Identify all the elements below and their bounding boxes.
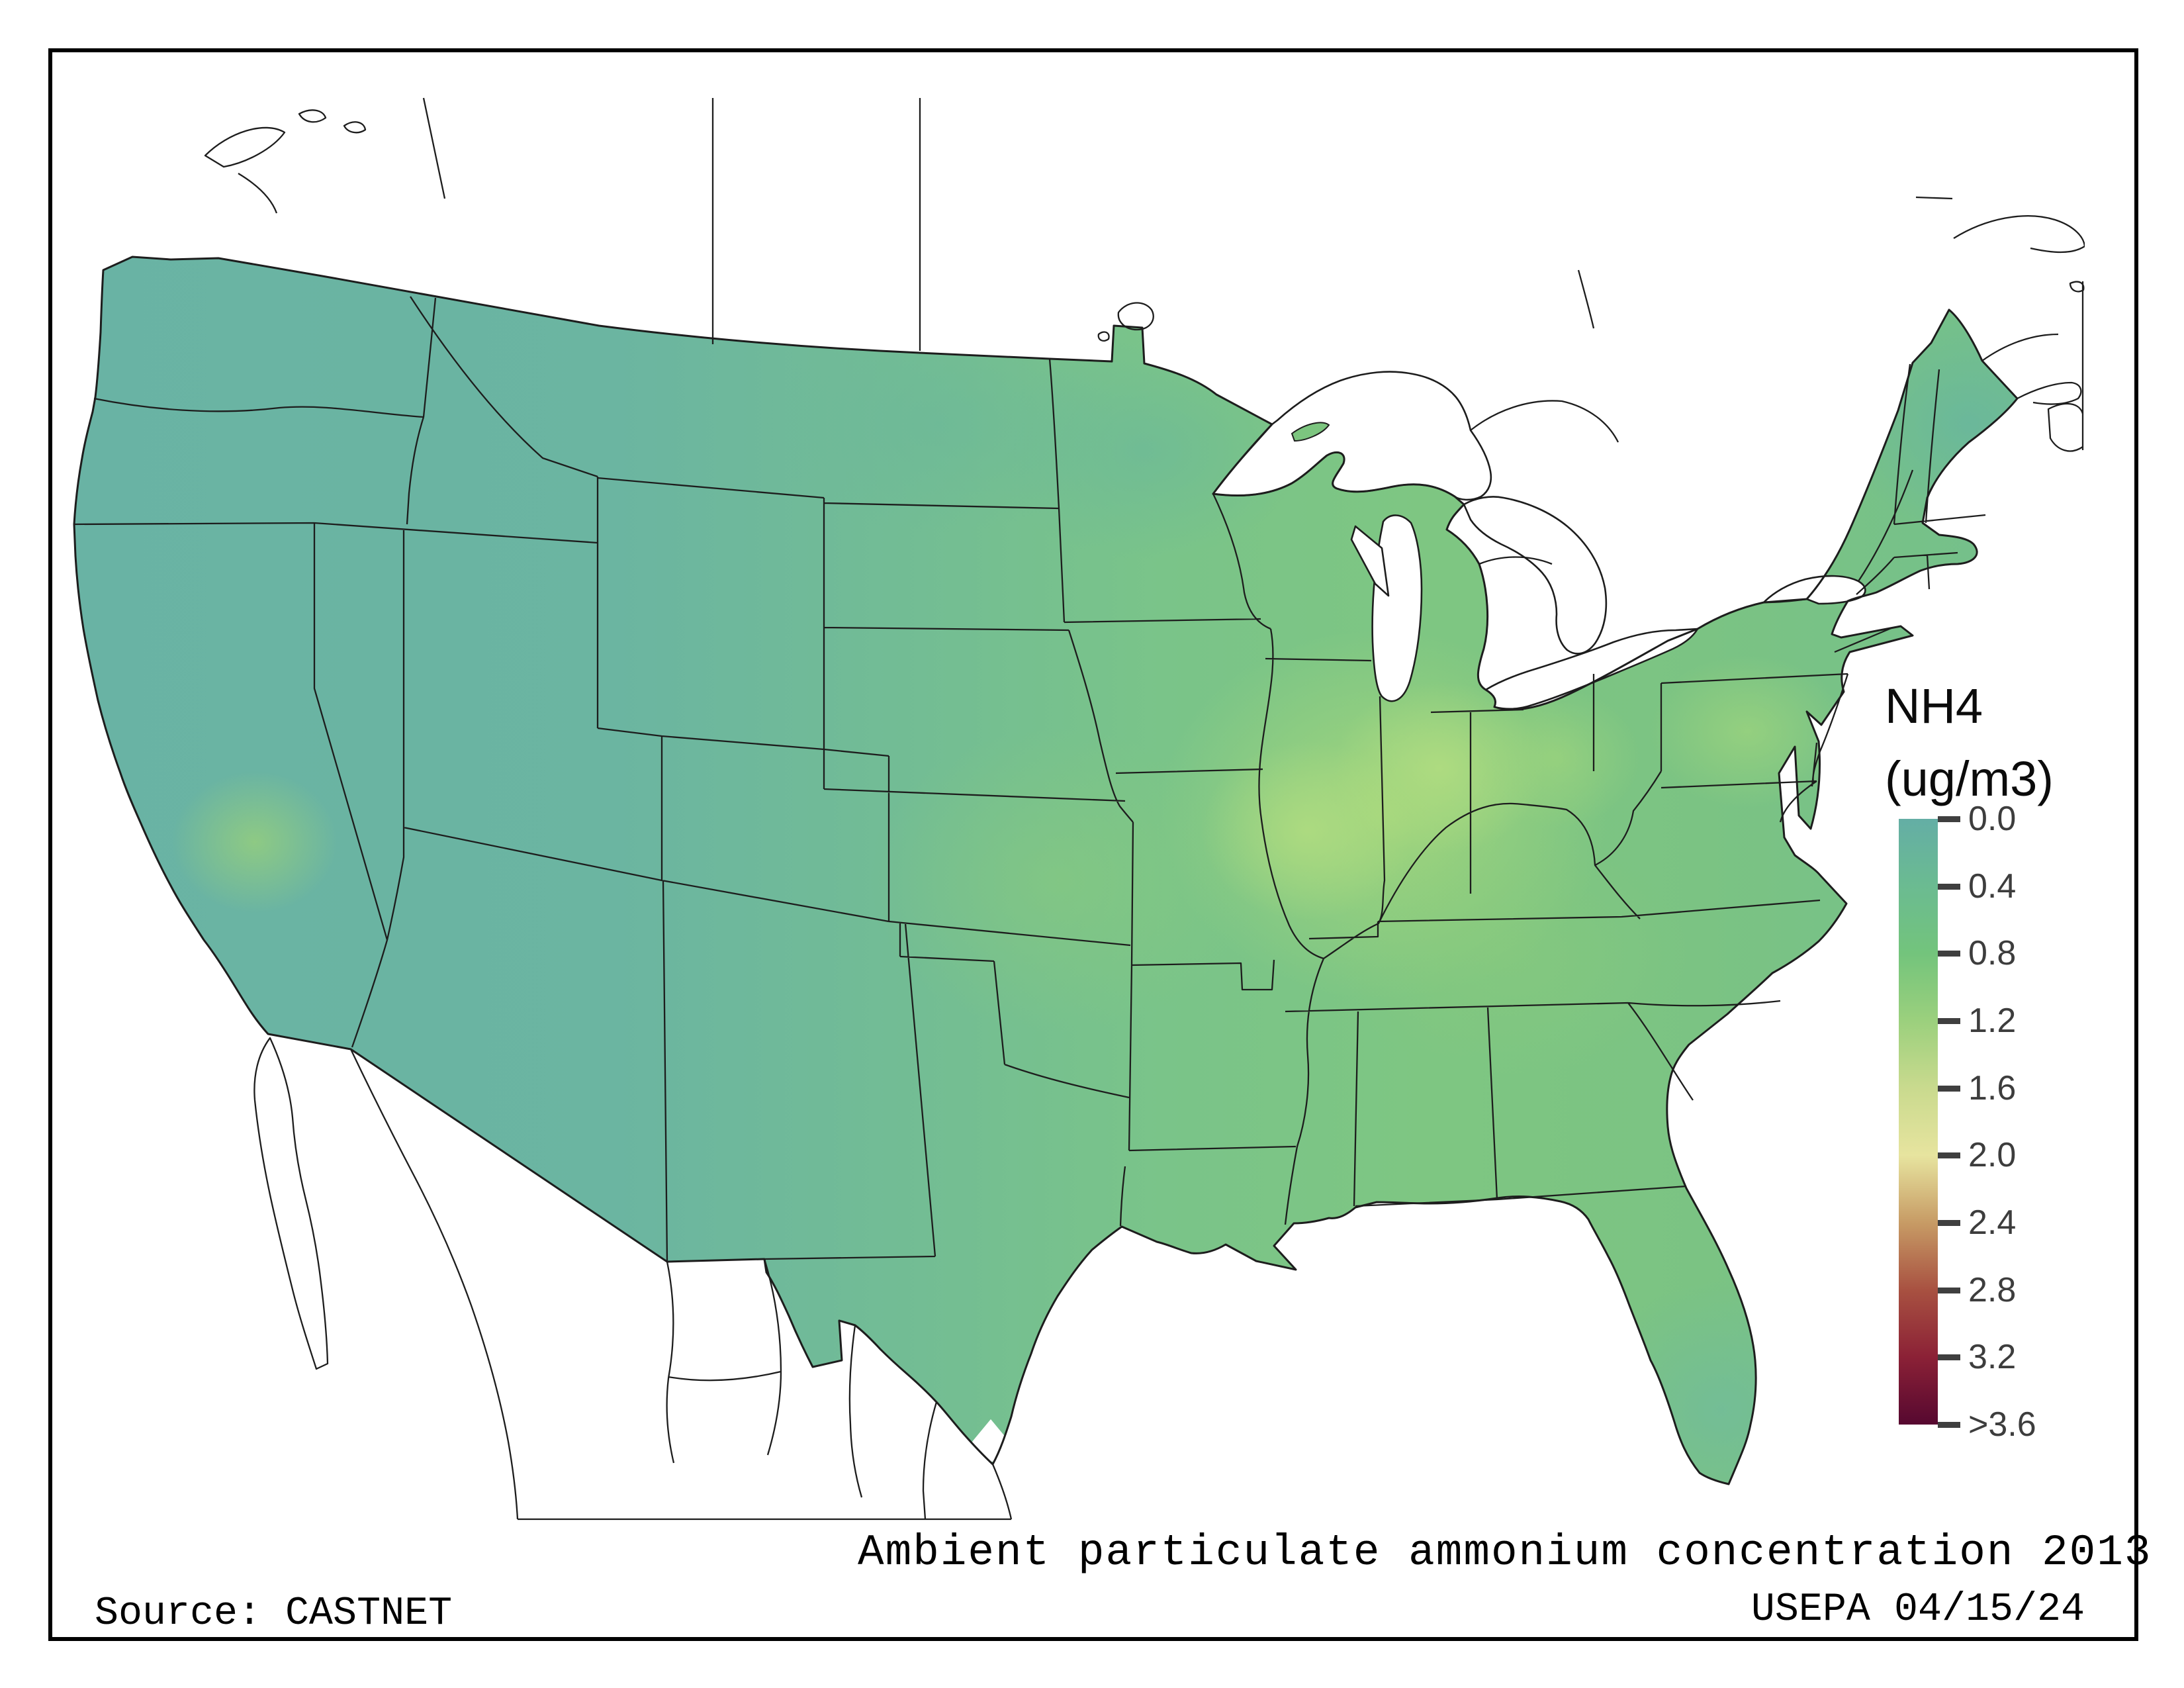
state-boundaries [73, 296, 1986, 1262]
legend-title: NH4 (ug/m3) [1885, 670, 2054, 816]
tick-label: 2.8 [1968, 1271, 2017, 1309]
credit-note: USEPA 04/15/24 [1751, 1587, 2085, 1632]
tick-label: 1.6 [1968, 1069, 2017, 1107]
canada-boundaries [204, 97, 2085, 582]
green-bay [1350, 525, 1390, 597]
tick-label: 3.2 [1968, 1338, 2017, 1376]
legend-colorbar [1899, 819, 1938, 1425]
tick-label: 0.8 [1968, 934, 2017, 972]
legend-units-label: (ug/m3) [1885, 751, 2054, 806]
tick-mark [1938, 1421, 1960, 1428]
texas-data-void [956, 1419, 1026, 1462]
tick-mark [1938, 816, 1960, 822]
map-title: Ambient particulate ammonium concentrati… [858, 1528, 2152, 1577]
map-plot-area [73, 97, 2085, 1521]
isle-royale [1291, 422, 1330, 442]
tick-mark [1938, 950, 1960, 957]
tick-label: 0.0 [1968, 800, 2017, 838]
great-lakes [1212, 371, 1866, 710]
tick-mark [1938, 1354, 1960, 1360]
tick-label: 2.0 [1968, 1136, 2017, 1174]
tick-label: 1.2 [1968, 1002, 2017, 1040]
tick-label: 2.4 [1968, 1203, 2017, 1242]
tick-mark [1938, 1219, 1960, 1226]
tick-label: 0.4 [1968, 867, 2017, 906]
tick-mark [1938, 1017, 1960, 1024]
source-note: Source: CASTNET [95, 1591, 453, 1636]
legend-variable-label: NH4 [1885, 679, 1983, 733]
lake-michigan [1371, 514, 1423, 702]
tick-mark [1938, 883, 1960, 890]
nh4-surface [74, 257, 2017, 1484]
tick-label: >3.6 [1968, 1405, 2036, 1444]
tick-mark [1938, 1152, 1960, 1158]
tick-mark [1938, 1287, 1960, 1293]
mexico-boundaries [253, 1037, 1013, 1521]
tick-mark [1938, 1085, 1960, 1092]
lake-erie [1484, 628, 1699, 710]
